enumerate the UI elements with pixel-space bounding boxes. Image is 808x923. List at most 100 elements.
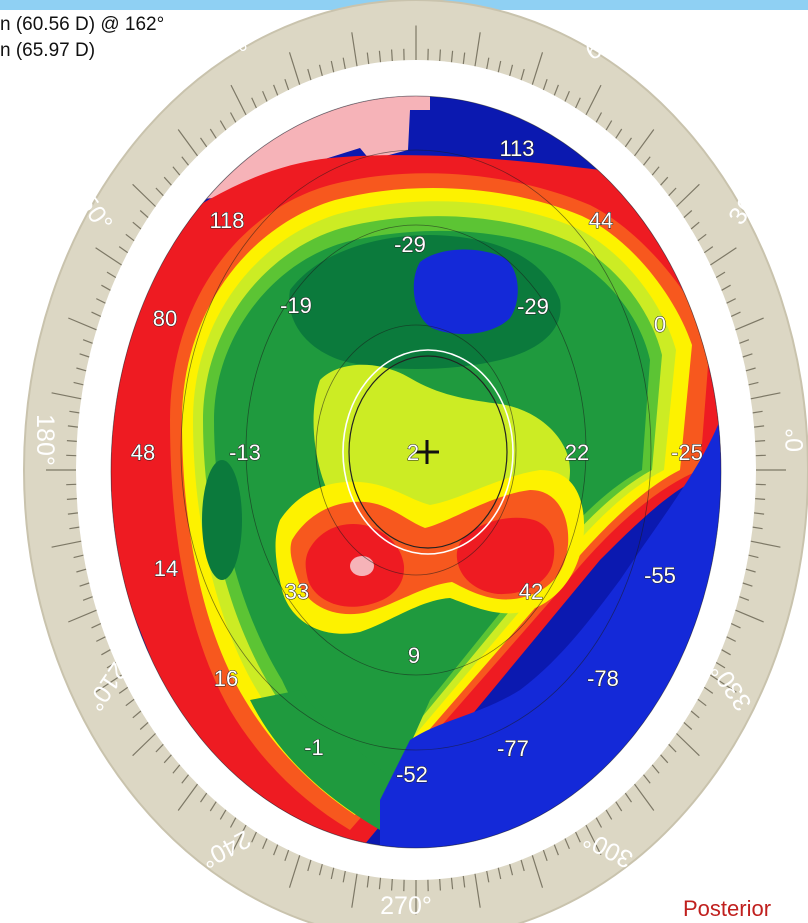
degree-tick: [486, 57, 490, 70]
degree-tick: [595, 817, 603, 828]
degree-tick: [730, 311, 741, 317]
degree-tick: [668, 187, 677, 197]
value-label: -52: [396, 762, 428, 787]
degree-tick: [91, 311, 102, 317]
degree-tick: [181, 156, 189, 166]
degree-tick: [634, 129, 655, 157]
degree-tick: [79, 582, 90, 587]
degree-tick: [132, 710, 142, 719]
central-red-right: [456, 517, 555, 595]
degree-tick: [739, 596, 750, 601]
degree-tick: [273, 84, 279, 96]
degree-tick: [651, 166, 660, 176]
degree-tick: [745, 367, 756, 372]
degree-tick: [229, 817, 237, 828]
degree-tick: [605, 809, 613, 820]
value-label: 0: [654, 312, 666, 337]
degree-tick: [284, 849, 290, 861]
degree-tick: [726, 298, 736, 304]
degree-tick: [73, 554, 84, 559]
degree-tick: [715, 661, 726, 669]
value-label: 118: [209, 208, 244, 233]
degree-tick: [69, 410, 80, 414]
pupil-outline-outer: [342, 349, 514, 555]
degree-tick: [172, 166, 181, 176]
value-label: 80: [153, 306, 177, 331]
degree-tick: [748, 381, 759, 386]
degree-tick: [82, 596, 93, 601]
degree-tick: [509, 64, 514, 77]
degree-tick: [710, 674, 737, 693]
degree-tick: [200, 792, 208, 803]
degree-tick: [474, 873, 481, 908]
degree-tick: [155, 743, 164, 753]
degree-tick: [284, 79, 290, 91]
degree-tick: [703, 686, 714, 694]
degree-tick: [163, 176, 172, 186]
degree-tick: [755, 440, 766, 442]
degree-tick: [651, 764, 660, 774]
degree-tick: [51, 392, 82, 400]
dark-green-left-patch: [202, 460, 242, 580]
degree-tick: [95, 674, 122, 693]
degree-tick: [69, 526, 80, 530]
degree-tick: [163, 754, 172, 764]
degree-tick: [745, 568, 756, 573]
degree-tick: [209, 128, 217, 139]
degree-tick: [125, 233, 135, 242]
degree-tick: [155, 187, 164, 197]
degree-tick: [509, 863, 514, 876]
pink-zone: [111, 96, 721, 520]
degree-tick: [79, 353, 90, 358]
value-label: -1: [304, 735, 324, 760]
degree-tick: [366, 52, 370, 65]
degree-tick: [378, 877, 382, 890]
degree-tick: [585, 824, 602, 856]
degree-tick: [101, 284, 111, 291]
degree-tick: [575, 831, 581, 843]
readout-flat-k: n (65.97 D): [0, 40, 96, 61]
degree-tick: [73, 381, 84, 386]
degree-tick: [76, 568, 87, 573]
degree-tick: [750, 392, 781, 400]
degree-tick: [200, 137, 208, 148]
degree-tick: [690, 221, 700, 230]
degree-tick: [351, 32, 358, 67]
degree-tick: [139, 210, 149, 219]
degree-tick: [378, 50, 382, 63]
degree-tick: [643, 156, 651, 166]
degree-tick: [229, 112, 237, 123]
degree-tick: [750, 540, 781, 548]
degree-tick: [450, 877, 454, 890]
degree-tick: [66, 440, 77, 442]
degree-tick: [76, 367, 87, 372]
degree-tick: [230, 84, 247, 116]
degree-tick: [51, 540, 82, 548]
degree-tick: [742, 353, 753, 358]
value-label: -78: [587, 666, 619, 691]
degree-tick: [624, 137, 632, 148]
degree-tick: [330, 867, 335, 880]
degree-tick: [703, 246, 714, 254]
degree-tick: [307, 859, 312, 872]
degree-tick: [575, 97, 581, 109]
value-label: 2: [407, 440, 419, 465]
degree-tick: [209, 801, 217, 812]
degree-tick: [91, 623, 102, 629]
degree-tick: [366, 875, 370, 888]
pupil-outline-inner: [348, 355, 508, 549]
degree-tick: [439, 49, 441, 62]
degree-tick: [730, 623, 741, 629]
blue-zone-top: [413, 249, 518, 334]
degree-tick: [262, 838, 268, 850]
value-label: 16: [214, 666, 238, 691]
degree-tick: [668, 743, 677, 753]
map-value-labels: 113 118 44 -29 -19 -29 80 0 48 -13 2 22 …: [130, 136, 703, 788]
value-label: 44: [589, 208, 613, 233]
value-label: 113: [499, 136, 534, 161]
readout-steep-k: n (60.56 D) @ 162°: [0, 14, 165, 35]
degree-tick: [118, 246, 129, 254]
degree-tick: [755, 498, 766, 500]
degree-tick: [754, 512, 765, 515]
